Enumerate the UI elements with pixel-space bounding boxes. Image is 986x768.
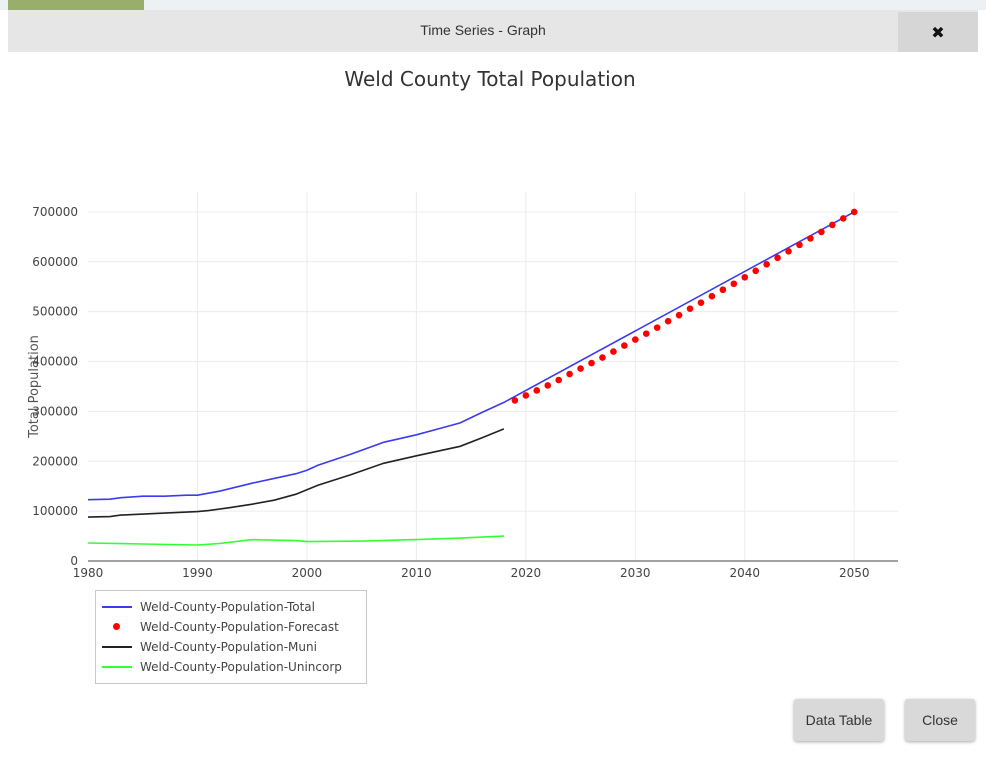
forecast-point	[533, 387, 541, 394]
forecast-point	[686, 305, 694, 312]
forecast-point	[566, 370, 573, 378]
forecast-point	[588, 359, 595, 367]
forecast-point	[708, 292, 716, 300]
legend-item-unincorp[interactable]: Weld-County-Population-Unincorp	[96, 657, 366, 677]
x-tick-label: 2050	[839, 566, 870, 580]
y-axis-label: Total Population	[27, 335, 42, 439]
forecast-point	[522, 392, 530, 399]
series-line-3	[87, 535, 504, 546]
legend-label-forecast: Weld-County-Population-Forecast	[140, 620, 339, 634]
forecast-point	[577, 365, 584, 372]
dialog-header: Time Series - Graph	[8, 10, 978, 52]
legend-item-muni[interactable]: Weld-County-Population-Muni	[96, 637, 366, 657]
y-tick-label: 700000	[32, 205, 78, 219]
forecast-point	[752, 267, 760, 275]
x-tick-label: 2010	[401, 566, 432, 580]
y-tick-label: 300000	[32, 404, 78, 418]
legend-swatch-muni	[102, 646, 132, 648]
forecast-point	[653, 324, 661, 331]
data-table-button[interactable]: Data Table	[794, 699, 884, 741]
forecast-point	[642, 330, 650, 337]
forecast-point	[621, 342, 628, 349]
y-tick-label: 400000	[32, 355, 78, 369]
forecast-point	[599, 354, 606, 361]
legend-swatch-forecast	[113, 623, 120, 630]
legend-label-unincorp: Weld-County-Population-Unincorp	[140, 660, 342, 674]
forecast-point	[839, 215, 847, 222]
forecast-point	[785, 248, 792, 255]
series-line-2	[87, 428, 505, 518]
x-tick-label: 2020	[511, 566, 542, 580]
y-tick-label: 0	[70, 554, 78, 568]
legend-swatch-unincorp	[102, 666, 132, 668]
forecast-point	[631, 336, 639, 343]
forecast-point	[763, 261, 770, 268]
x-tick-label: 1990	[182, 566, 213, 580]
chart-title: Weld County Total Population	[344, 67, 635, 91]
chart-legend[interactable]: Weld-County-Population-Total Weld-County…	[95, 590, 367, 684]
forecast-point	[730, 280, 738, 288]
forecast-point	[818, 228, 825, 236]
forecast-point	[807, 235, 814, 242]
legend-label-total: Weld-County-Population-Total	[140, 600, 315, 614]
forecast-point	[697, 299, 705, 306]
y-tick-label: 100000	[32, 504, 78, 518]
forecast-point	[544, 382, 552, 389]
forecast-point	[610, 348, 617, 355]
forecast-point	[774, 254, 781, 262]
forecast-point	[829, 221, 836, 229]
legend-item-total[interactable]: Weld-County-Population-Total	[96, 597, 366, 617]
x-tick-label: 1980	[73, 566, 104, 580]
forecast-point	[850, 208, 858, 216]
chart-axes: 0 100000 200000 300000 400000 500000 600000 700…	[32, 205, 898, 580]
close-icon[interactable]: ✖	[898, 12, 978, 52]
forecast-point	[555, 376, 562, 384]
forecast-point	[741, 273, 749, 281]
forecast-point	[796, 241, 803, 249]
dialog-title: Time Series - Graph	[420, 22, 546, 38]
y-tick-label: 600000	[32, 255, 78, 269]
x-tick-label: 2040	[729, 566, 760, 580]
x-tick-label: 2000	[292, 566, 323, 580]
x-tick-label: 2030	[620, 566, 651, 580]
time-series-chart: Weld County Total Population Total Popul…	[27, 67, 898, 580]
legend-swatch-total	[102, 606, 132, 608]
chart-series	[87, 208, 858, 546]
legend-label-muni: Weld-County-Population-Muni	[140, 640, 317, 654]
y-tick-label: 500000	[32, 305, 78, 319]
forecast-point	[719, 286, 727, 294]
forecast-point	[675, 311, 683, 319]
close-button[interactable]: Close	[905, 699, 975, 741]
forecast-point	[664, 317, 672, 325]
legend-item-forecast[interactable]: Weld-County-Population-Forecast	[96, 617, 366, 637]
background-map-strip	[0, 0, 986, 10]
series-line-0	[87, 211, 855, 501]
map-tile-fragment	[8, 0, 144, 10]
chart-grid	[88, 192, 898, 561]
y-tick-label: 200000	[32, 454, 78, 468]
forecast-point	[511, 397, 519, 404]
